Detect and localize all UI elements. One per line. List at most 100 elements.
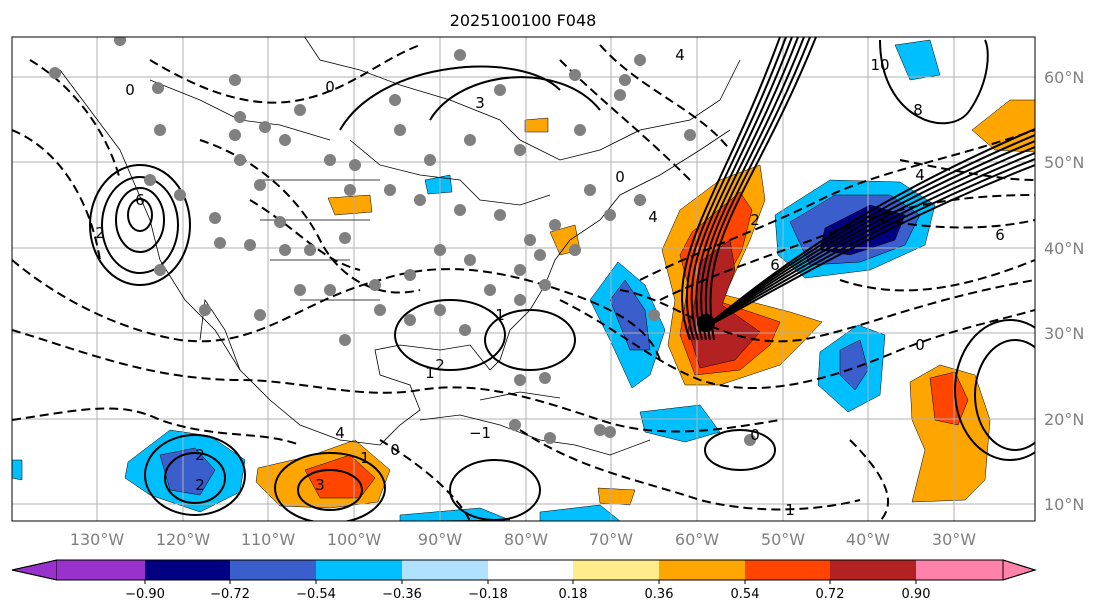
- anomaly-region: [839, 339, 869, 391]
- latitude-label: 40°N: [1044, 239, 1084, 258]
- contour-label: 2: [435, 356, 445, 374]
- station-marker: [459, 324, 471, 336]
- contour-label: 2: [95, 224, 105, 242]
- colorbar-segment: [316, 560, 402, 580]
- positive-contour: [101, 176, 180, 274]
- negative-contour: [639, 129, 1035, 281]
- station-marker: [454, 204, 466, 216]
- anomaly-region: [539, 504, 621, 521]
- colorbar-segment: [916, 560, 1003, 580]
- station-marker: [539, 279, 551, 291]
- station-marker: [544, 432, 556, 444]
- station-marker: [569, 244, 581, 256]
- station-marker: [424, 154, 436, 166]
- station-marker: [274, 216, 286, 228]
- negative-contour: [899, 159, 1035, 181]
- positive-contour: [89, 164, 192, 286]
- station-marker: [369, 279, 381, 291]
- station-marker: [494, 84, 506, 96]
- station-marker: [294, 104, 306, 116]
- station-marker: [514, 374, 526, 386]
- contour-label: 1: [785, 501, 795, 519]
- latitude-label: 10°N: [1044, 495, 1084, 514]
- station-marker: [574, 124, 586, 136]
- station-marker: [199, 304, 211, 316]
- station-marker: [154, 264, 166, 276]
- station-marker: [454, 49, 466, 61]
- colorbar-segment: [145, 560, 230, 580]
- colorbar-outline: [11, 559, 1037, 581]
- negative-contour: [559, 299, 1035, 390]
- colorbar-segment: [488, 560, 573, 580]
- positive-contour: [699, 164, 1035, 331]
- contour-label: 0: [915, 336, 925, 354]
- positive-contour: [690, 37, 793, 341]
- station-marker: [339, 334, 351, 346]
- station-marker: [229, 129, 241, 141]
- map-title: 2025100100 F048: [450, 11, 597, 30]
- negative-contour: [839, 259, 1035, 292]
- station-marker: [324, 154, 336, 166]
- station-marker: [294, 284, 306, 296]
- longitude-label: 110°W: [241, 530, 296, 549]
- coastline: [260, 179, 380, 301]
- station-marker: [349, 159, 361, 171]
- latitude-label: 30°N: [1044, 324, 1084, 343]
- anomaly-region: [304, 454, 376, 499]
- colorbar-segment: [230, 560, 316, 580]
- colorbar-segment: [57, 560, 145, 580]
- station-marker: [539, 372, 551, 384]
- contour-label: 4: [675, 46, 685, 64]
- station-marker: [569, 69, 581, 81]
- contour-label: 6: [995, 226, 1005, 244]
- station-marker: [174, 189, 186, 201]
- anomaly-region: [524, 117, 549, 133]
- station-marker: [604, 426, 616, 438]
- station-marker: [234, 154, 246, 166]
- colorbar-segment: [402, 560, 488, 580]
- anomaly-region: [327, 194, 373, 216]
- station-marker: [584, 184, 596, 196]
- contour-label: 4: [648, 208, 658, 226]
- station-marker: [254, 309, 266, 321]
- station-marker: [604, 209, 616, 221]
- negative-contour: [12, 407, 301, 446]
- anomaly-region: [12, 459, 23, 481]
- station-marker: [229, 74, 241, 86]
- station-marker: [244, 239, 256, 251]
- positive-contour: [339, 65, 561, 131]
- station-marker: [514, 294, 526, 306]
- negative-contour: [849, 439, 890, 521]
- contour-label: 3: [475, 94, 485, 112]
- longitude-label: 60°W: [675, 530, 719, 549]
- station-marker: [464, 134, 476, 146]
- contour-label: 4: [335, 424, 345, 442]
- negative-contour: [599, 44, 731, 151]
- negative-contour: [659, 194, 1035, 301]
- coastline: [199, 298, 241, 371]
- positive-contour: [879, 39, 989, 125]
- longitude-label: 30°W: [932, 530, 976, 549]
- coastline: [304, 37, 741, 161]
- contour-label: 8: [913, 101, 923, 119]
- longitude-label: 90°W: [418, 530, 462, 549]
- anomaly-region: [971, 99, 1035, 153]
- colorbar-tick-label: 0.72: [816, 587, 845, 602]
- station-marker: [152, 82, 164, 94]
- station-marker: [404, 269, 416, 281]
- longitude-label: 100°W: [327, 530, 382, 549]
- station-marker: [744, 434, 756, 446]
- negative-contour: [149, 44, 421, 104]
- station-marker: [434, 304, 446, 316]
- negative-contour: [379, 439, 471, 521]
- colorbar-extend-max: [1002, 559, 1037, 581]
- colorbar-tick-label: −0.72: [210, 587, 250, 602]
- station-marker: [374, 304, 386, 316]
- coastline: [59, 69, 731, 446]
- station-marker: [259, 121, 271, 133]
- station-marker: [634, 194, 646, 206]
- contour-label: 6: [770, 256, 780, 274]
- contour-label: 1: [425, 364, 435, 382]
